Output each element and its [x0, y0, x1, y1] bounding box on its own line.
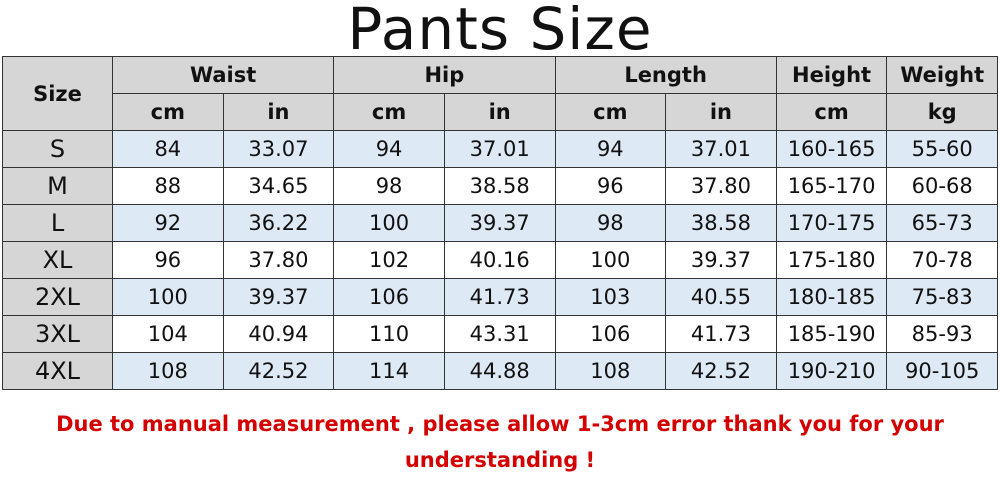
value-cell: 108 [112, 352, 224, 390]
value-cell: 84 [112, 130, 224, 168]
value-cell: 37.80 [665, 167, 777, 205]
value-cell: 100 [333, 204, 445, 242]
page-title: Pants Size [347, 0, 653, 63]
value-cell: 34.65 [222, 167, 335, 205]
value-cell: 92 [112, 204, 224, 242]
header-unit-row: cm in cm in cm in cm kg [3, 93, 998, 131]
table-row: 2XL 100 39.37 106 41.73 103 40.55 180-185 75-83 [2, 278, 998, 316]
height-header: Height [775, 56, 888, 94]
value-cell: 106 [554, 315, 667, 353]
value-cell: 165-170 [775, 167, 888, 205]
value-cell: 70-78 [886, 241, 998, 279]
value-cell: 88 [112, 167, 224, 205]
value-cell: 33.07 [222, 130, 335, 168]
value-cell: 37.01 [443, 130, 556, 168]
value-cell: 65-73 [886, 204, 998, 242]
measurement-note: Due to manual measurement , please allow… [56, 412, 944, 472]
value-cell: 94 [333, 130, 445, 168]
size-cell: M [2, 167, 113, 205]
unit-header: cm [112, 93, 224, 131]
value-cell: 90-105 [886, 352, 998, 390]
unit-header: kg [886, 93, 998, 131]
value-cell: 98 [333, 167, 445, 205]
unit-header: in [665, 93, 777, 131]
value-cell: 108 [554, 352, 667, 390]
value-cell: 185-190 [775, 315, 888, 353]
value-cell: 43.31 [443, 315, 556, 353]
value-cell: 104 [112, 315, 224, 353]
table-row: M 88 34.65 98 38.58 96 37.80 165-170 60-68 [2, 167, 998, 205]
value-cell: 114 [333, 352, 445, 390]
value-cell: 110 [333, 315, 445, 353]
value-cell: 42.52 [665, 352, 777, 390]
size-cell: S [2, 130, 113, 168]
value-cell: 41.73 [443, 278, 556, 316]
unit-header: cm [554, 93, 667, 131]
unit-header: cm [333, 93, 445, 131]
value-cell: 37.01 [665, 130, 777, 168]
value-cell: 175-180 [775, 241, 888, 279]
value-cell: 39.37 [665, 241, 777, 279]
size-cell: L [2, 204, 113, 242]
value-cell: 85-93 [886, 315, 998, 353]
header-group-row: Size Waist Hip Length Height Weight [2, 56, 998, 131]
value-cell: 44.88 [443, 352, 556, 390]
value-cell: 60-68 [886, 167, 998, 205]
value-cell: 94 [554, 130, 667, 168]
weight-header: Weight [886, 56, 998, 94]
value-cell: 170-175 [775, 204, 888, 242]
unit-header: cm [775, 93, 888, 131]
size-cell: 2XL [2, 278, 113, 316]
waist-header: Waist [111, 56, 335, 94]
size-chart-table: Size Waist Hip Length Height Weight cm in… [2, 56, 998, 390]
size-cell: XL [2, 241, 113, 279]
length-header: Length [554, 56, 777, 94]
value-cell: 40.94 [222, 315, 335, 353]
value-cell: 41.73 [665, 315, 777, 353]
value-cell: 190-210 [775, 352, 888, 390]
value-cell: 100 [554, 241, 667, 279]
value-cell: 40.16 [443, 241, 556, 279]
value-cell: 39.37 [222, 278, 335, 316]
table-row: 4XL 108 42.52 114 44.88 108 42.52 190-210 90-105 [2, 352, 998, 390]
table-row: L 92 36.22 100 39.37 98 38.58 170-175 65-73 [2, 204, 998, 242]
size-cell: 4XL [2, 352, 113, 390]
value-cell: 42.52 [222, 352, 335, 390]
value-cell: 75-83 [886, 278, 998, 316]
value-cell: 103 [554, 278, 667, 316]
value-cell: 100 [112, 278, 224, 316]
unit-header: in [443, 93, 556, 131]
value-cell: 102 [333, 241, 445, 279]
value-cell: 96 [112, 241, 224, 279]
value-cell: 37.80 [222, 241, 335, 279]
table-row: S 84 33.07 94 37.01 94 37.01 160-165 55-60 [2, 130, 998, 168]
hip-header: Hip [333, 56, 556, 94]
value-cell: 55-60 [886, 130, 998, 168]
size-cell: 3XL [2, 315, 113, 353]
value-cell: 38.58 [443, 167, 556, 205]
value-cell: 96 [554, 167, 667, 205]
value-cell: 38.58 [665, 204, 777, 242]
unit-header: in [222, 93, 335, 131]
value-cell: 180-185 [775, 278, 888, 316]
value-cell: 160-165 [775, 130, 888, 168]
value-cell: 98 [554, 204, 667, 242]
value-cell: 39.37 [443, 204, 556, 242]
size-header: Size [2, 56, 113, 131]
value-cell: 36.22 [222, 204, 335, 242]
value-cell: 106 [333, 278, 445, 316]
table-row: 3XL 104 40.94 110 43.31 106 41.73 185-190 85-93 [2, 315, 998, 353]
value-cell: 40.55 [665, 278, 777, 316]
table-row: XL 96 37.80 102 40.16 100 39.37 175-180 70-78 [2, 241, 998, 279]
